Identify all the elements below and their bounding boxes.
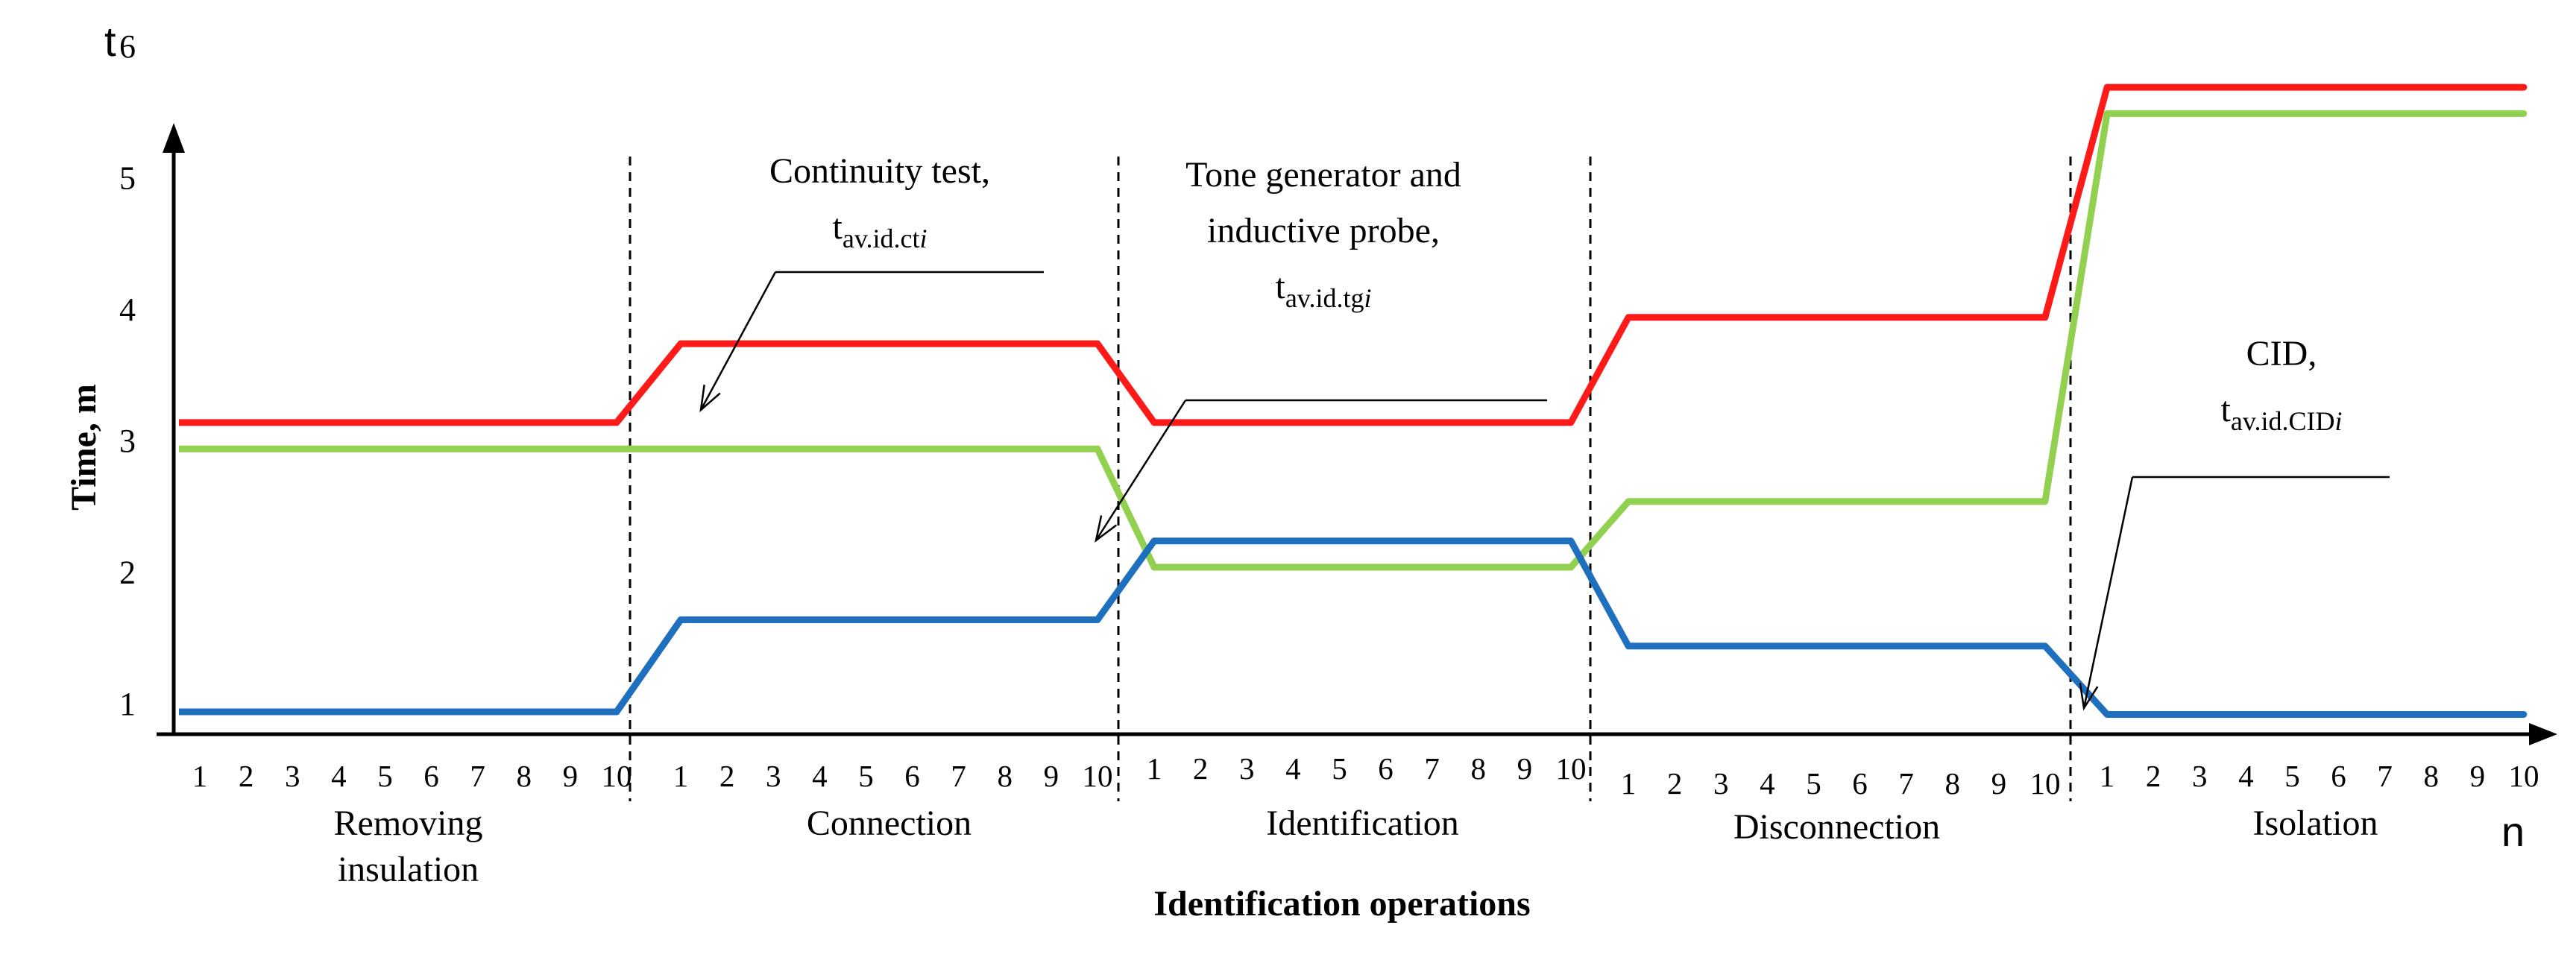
x-tick-label: 9 bbox=[1991, 766, 2007, 801]
x-tick-label: 1 bbox=[1621, 766, 1637, 801]
y-axis-label: Time, m bbox=[64, 384, 104, 511]
x-tick-label: 5 bbox=[2284, 759, 2300, 793]
x-tick-label: 4 bbox=[1760, 766, 1775, 801]
x-tick-label: 10 bbox=[1555, 751, 1586, 786]
x-tick-label: 4 bbox=[2238, 759, 2254, 793]
x-tick-label: 10 bbox=[2029, 766, 2060, 801]
annotation-symbol: tav.id.tgi bbox=[1275, 267, 1371, 313]
x-tick-label: 2 bbox=[1667, 766, 1683, 801]
x-axis-arrow bbox=[2529, 723, 2557, 745]
x-tick-label: 8 bbox=[2424, 759, 2440, 793]
x-tick-label: 1 bbox=[192, 759, 208, 793]
group-label: Connection bbox=[807, 804, 971, 843]
y-ticks: 1 2 3 4 5 6 bbox=[119, 28, 136, 722]
x-tick-label: 3 bbox=[285, 759, 300, 793]
x-tick-label: 4 bbox=[331, 759, 347, 793]
x-tick-label: 6 bbox=[1852, 766, 1868, 801]
x-tick-label: 3 bbox=[1713, 766, 1729, 801]
x-tick-label: 7 bbox=[951, 759, 966, 793]
x-axis-label: Identification operations bbox=[1153, 884, 1530, 924]
x-tick-label: 7 bbox=[470, 759, 485, 793]
x-tick-label: 8 bbox=[998, 759, 1013, 793]
x-tick-label: 1 bbox=[1147, 751, 1162, 786]
x-tick-label: 3 bbox=[766, 759, 781, 793]
annotation-text: Tone generator and bbox=[1185, 155, 1461, 195]
group-labels: Removing insulation Connection Identificati… bbox=[334, 804, 2378, 889]
x-tick-label: 10 bbox=[601, 759, 632, 793]
annotation-arrow bbox=[2082, 476, 2134, 709]
x-tick-label: 10 bbox=[2508, 759, 2539, 793]
x-tick-label: 5 bbox=[1806, 766, 1821, 801]
x-tick-label: 7 bbox=[1424, 751, 1440, 786]
x-tick-label: 1 bbox=[2100, 759, 2115, 793]
group-label: insulation bbox=[338, 850, 479, 889]
series-lines bbox=[179, 83, 2528, 718]
annotation-arrow bbox=[699, 271, 777, 411]
x-tick-label: 10 bbox=[1082, 759, 1112, 793]
x-tick-label: 2 bbox=[239, 759, 254, 793]
series-line bbox=[179, 537, 2528, 718]
series-line bbox=[179, 110, 2528, 571]
x-tick-label: 2 bbox=[719, 759, 735, 793]
x-ticks: 1 2 3 4 5 6 7 8 9 10 1 2 3 4 5 6 7 8 9 10 1 2 3 4 5 6 7 8 9 10 1 2 3 4 5 6 7… bbox=[192, 751, 2539, 801]
x-tick-label: 7 bbox=[2377, 759, 2393, 793]
annotation-text: CID, bbox=[2246, 334, 2317, 373]
annotation-text: Continuity test, bbox=[769, 151, 990, 191]
annotations: Continuity test, tav.id.cti Tone generator… bbox=[699, 151, 2390, 711]
group-label: Disconnection bbox=[1733, 807, 1940, 847]
x-tick-label: 7 bbox=[1898, 766, 1914, 801]
x-tick-label: 5 bbox=[1332, 751, 1347, 786]
x-tick-label: 8 bbox=[517, 759, 532, 793]
y-axis-symbol: t bbox=[104, 18, 116, 65]
x-tick-label: 6 bbox=[904, 759, 920, 793]
y-tick-label: 2 bbox=[119, 555, 136, 591]
group-label: Identification bbox=[1266, 804, 1459, 843]
x-tick-label: 2 bbox=[2146, 759, 2161, 793]
x-tick-label: 4 bbox=[812, 759, 828, 793]
x-tick-label: 8 bbox=[1471, 751, 1487, 786]
annotation-text: inductive probe, bbox=[1207, 211, 1440, 250]
y-tick-label: 1 bbox=[119, 686, 136, 722]
annotation-arrowhead bbox=[1095, 515, 1118, 543]
x-tick-label: 6 bbox=[423, 759, 439, 793]
x-axis-symbol: n bbox=[2501, 808, 2525, 855]
group-label: Removing bbox=[334, 804, 483, 843]
y-tick-label: 3 bbox=[119, 423, 136, 459]
annotation-symbol: tav.id.cti bbox=[833, 207, 928, 253]
x-tick-label: 3 bbox=[2192, 759, 2208, 793]
y-tick-label: 6 bbox=[119, 28, 136, 65]
x-tick-label: 4 bbox=[1285, 751, 1301, 786]
y-tick-label: 4 bbox=[119, 291, 136, 328]
x-tick-label: 8 bbox=[1945, 766, 1961, 801]
x-tick-label: 9 bbox=[1517, 751, 1533, 786]
series-line bbox=[179, 83, 2528, 426]
x-tick-label: 9 bbox=[563, 759, 579, 793]
x-tick-label: 3 bbox=[1239, 751, 1255, 786]
x-tick-label: 6 bbox=[2331, 759, 2346, 793]
annotation-arrowhead bbox=[699, 384, 721, 413]
x-tick-label: 9 bbox=[2470, 759, 2486, 793]
x-tick-label: 5 bbox=[858, 759, 874, 793]
annotation-arrow bbox=[1095, 400, 1187, 541]
x-tick-label: 6 bbox=[1378, 751, 1394, 786]
x-tick-label: 9 bbox=[1044, 759, 1059, 793]
annotation-symbol: tav.id.CIDi bbox=[2221, 390, 2343, 436]
y-tick-label: 5 bbox=[119, 160, 136, 196]
group-label: Isolation bbox=[2253, 804, 2378, 843]
x-tick-label: 5 bbox=[377, 759, 393, 793]
x-tick-label: 1 bbox=[673, 759, 689, 793]
x-tick-label: 2 bbox=[1193, 751, 1209, 786]
y-axis-arrow bbox=[163, 123, 185, 153]
annotation-arrowhead bbox=[2079, 683, 2099, 711]
